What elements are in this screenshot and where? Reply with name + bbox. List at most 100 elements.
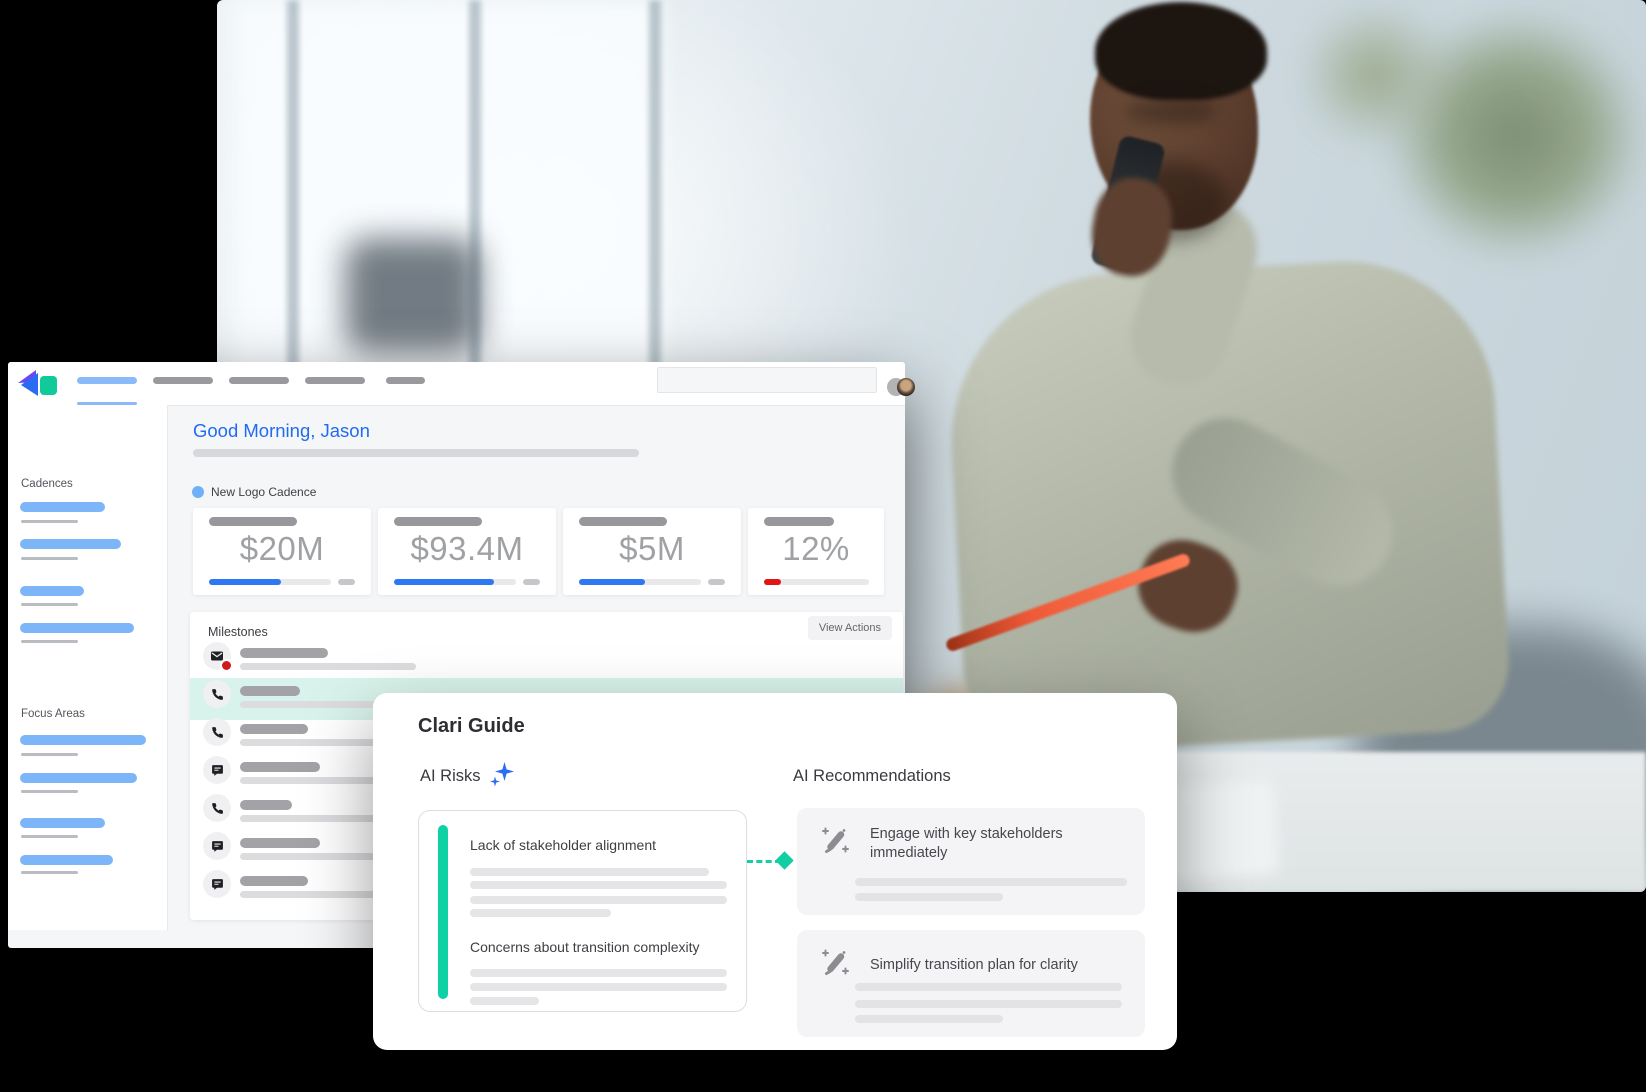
office-photo bbox=[217, 0, 1646, 892]
diamond-connector-icon bbox=[775, 851, 794, 870]
recommendation-card[interactable]: Engage with key stakeholders immediately bbox=[797, 808, 1145, 915]
cadence-status-dot bbox=[192, 486, 204, 498]
stat-card[interactable]: $5M bbox=[563, 508, 741, 595]
milestone-row[interactable] bbox=[190, 642, 903, 680]
sparkle-icon bbox=[490, 762, 514, 787]
sidebar-item-cadence[interactable] bbox=[20, 623, 134, 633]
row-title-placeholder bbox=[240, 724, 308, 734]
sidebar-item-focus[interactable] bbox=[20, 818, 105, 828]
row-title-placeholder bbox=[240, 686, 300, 696]
row-title-placeholder bbox=[240, 762, 320, 772]
risk-detail-placeholder bbox=[470, 868, 709, 876]
sidebar-item-focus[interactable] bbox=[20, 773, 137, 783]
row-sub-placeholder bbox=[240, 663, 416, 670]
stat-label-placeholder bbox=[394, 517, 482, 526]
sidebar-section-focus-areas: Focus Areas bbox=[21, 708, 85, 720]
risk-detail-placeholder bbox=[470, 909, 611, 917]
stat-label-placeholder bbox=[579, 517, 667, 526]
recommendation-detail-placeholder bbox=[855, 1015, 1003, 1023]
progress-marker bbox=[708, 579, 725, 585]
phone-icon bbox=[203, 680, 231, 708]
row-title-placeholder bbox=[240, 800, 292, 810]
phone-icon bbox=[203, 718, 231, 746]
stat-card[interactable]: $93.4M bbox=[378, 508, 556, 595]
sidebar-item-focus[interactable] bbox=[20, 735, 146, 745]
nav-active-underline bbox=[77, 402, 137, 405]
chat-icon bbox=[203, 756, 231, 784]
sidebar-item-cadence[interactable] bbox=[20, 502, 105, 512]
risk-detail-placeholder bbox=[470, 983, 727, 991]
unread-dot bbox=[220, 659, 233, 672]
risk-detail-placeholder bbox=[470, 881, 727, 889]
recommendation-detail-placeholder bbox=[855, 878, 1127, 886]
stat-card[interactable]: $20M bbox=[193, 508, 371, 595]
sidebar-section-cadences: Cadences bbox=[21, 478, 73, 490]
stat-value: $5M bbox=[619, 530, 685, 567]
sidebar-item-sub bbox=[21, 871, 78, 874]
recommendation-card[interactable]: Simplify transition plan for clarity bbox=[797, 930, 1145, 1037]
stat-label-placeholder bbox=[764, 517, 834, 526]
sidebar-item-sub bbox=[21, 753, 78, 756]
risk-detail-placeholder bbox=[470, 997, 539, 1005]
recommendation-detail-placeholder bbox=[855, 1000, 1122, 1008]
progress-fill bbox=[764, 579, 781, 585]
nav-item-5[interactable] bbox=[386, 377, 425, 384]
row-title-placeholder bbox=[240, 648, 328, 658]
recommendation-title: Engage with key stakeholders immediately bbox=[870, 826, 1063, 861]
progress-marker bbox=[338, 579, 355, 585]
nav-item-4[interactable] bbox=[305, 377, 365, 384]
sidebar-item-cadence[interactable] bbox=[20, 539, 121, 549]
recommendation-detail-placeholder bbox=[855, 983, 1122, 991]
guide-title: Clari Guide bbox=[418, 715, 525, 737]
blurred-monitor bbox=[345, 238, 480, 353]
sidebar: Cadences Focus Areas bbox=[8, 405, 168, 930]
stat-value: $20M bbox=[239, 530, 325, 567]
magic-pen-icon bbox=[822, 949, 849, 975]
ai-risks-card[interactable]: Lack of stakeholder alignment Concerns a… bbox=[418, 810, 747, 1012]
ai-recommendations-heading: AI Recommendations bbox=[793, 767, 951, 785]
progress-fill bbox=[579, 579, 645, 585]
stat-label-placeholder bbox=[209, 517, 297, 526]
brand-logo-icon[interactable] bbox=[18, 370, 58, 397]
row-title-placeholder bbox=[240, 876, 308, 886]
chat-icon bbox=[203, 832, 231, 860]
progress-marker bbox=[523, 579, 540, 585]
avatar[interactable] bbox=[897, 378, 915, 396]
cadence-label: New Logo Cadence bbox=[211, 485, 317, 499]
plant bbox=[1296, 0, 1456, 150]
stat-value: 12% bbox=[782, 530, 850, 567]
man-face bbox=[1125, 98, 1217, 124]
stat-value: $93.4M bbox=[410, 530, 524, 567]
phone-icon bbox=[203, 794, 231, 822]
risk-severity-bar bbox=[438, 825, 448, 999]
row-title-placeholder bbox=[240, 838, 320, 848]
sidebar-item-sub bbox=[21, 603, 78, 606]
page-title: Good Morning, Jason bbox=[193, 420, 370, 441]
ai-risks-heading: AI Risks bbox=[420, 767, 481, 785]
nav-item-2[interactable] bbox=[153, 377, 213, 384]
nav-item-3[interactable] bbox=[229, 377, 289, 384]
search-input[interactable] bbox=[657, 367, 877, 393]
window-frame bbox=[649, 0, 661, 450]
clari-guide-card: Clari Guide AI Risks AI Recommendations … bbox=[373, 693, 1177, 1050]
chat-icon bbox=[203, 870, 231, 898]
subtitle-placeholder bbox=[193, 449, 639, 457]
envelope-icon bbox=[203, 642, 233, 672]
risk-detail-placeholder bbox=[470, 896, 727, 904]
risk-item-title: Lack of stakeholder alignment bbox=[470, 837, 656, 853]
nav-item-active[interactable] bbox=[77, 377, 137, 384]
risk-detail-placeholder bbox=[470, 969, 727, 977]
view-actions-button[interactable]: View Actions bbox=[807, 616, 892, 640]
recommendation-detail-placeholder bbox=[855, 893, 1003, 901]
progress-fill bbox=[394, 579, 494, 585]
sidebar-item-sub bbox=[21, 790, 78, 793]
sidebar-item-focus[interactable] bbox=[20, 855, 113, 865]
sidebar-item-cadence[interactable] bbox=[20, 586, 84, 596]
sidebar-item-sub bbox=[21, 640, 78, 643]
progress-track bbox=[764, 579, 869, 585]
risk-to-recommendation-connector bbox=[747, 860, 781, 863]
stat-card[interactable]: 12% bbox=[748, 508, 884, 595]
sidebar-item-sub bbox=[21, 557, 78, 560]
recommendation-title: Simplify transition plan for clarity bbox=[870, 957, 1078, 973]
